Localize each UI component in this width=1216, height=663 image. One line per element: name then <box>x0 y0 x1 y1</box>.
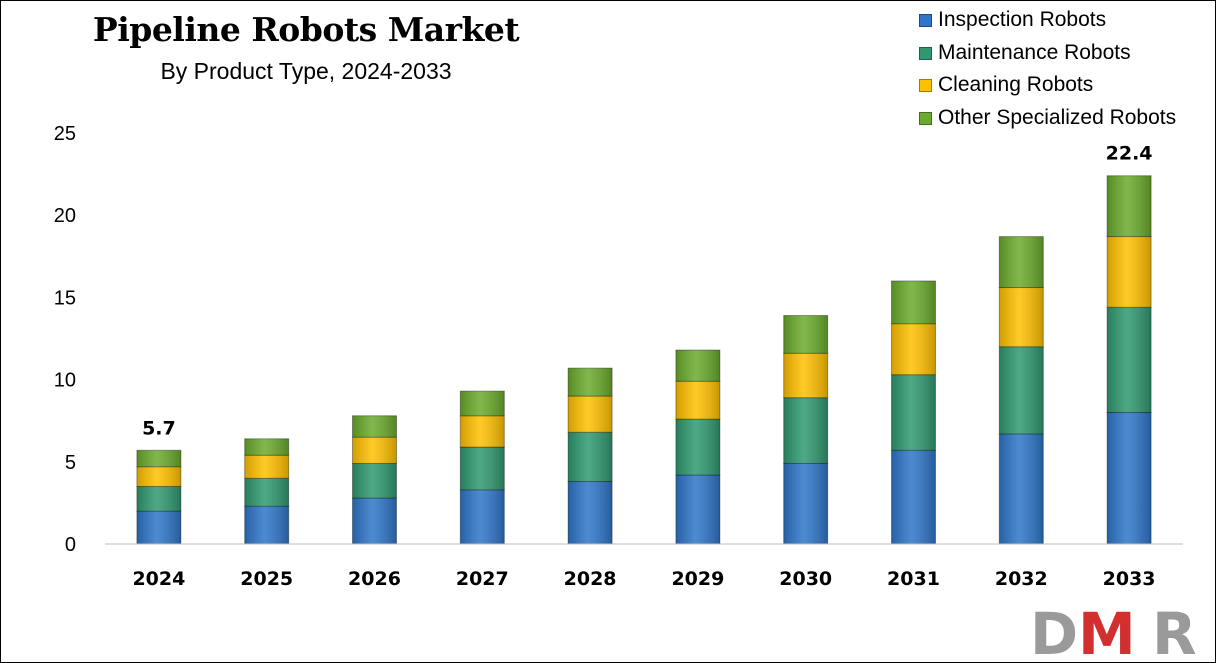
bar-segment-shading <box>999 346 1044 434</box>
chart-title: Pipeline Robots Market <box>92 10 520 49</box>
legend-item-cleaning: Cleaning Robots <box>916 71 1208 104</box>
x-tick-label: 2030 <box>779 568 832 590</box>
x-tick-label: 2025 <box>240 568 293 590</box>
legend-label-cleaning: Cleaning Robots <box>938 73 1094 96</box>
x-tick-label: 2028 <box>564 568 617 590</box>
bar-segment-shading <box>783 397 828 464</box>
bar-segment-shading <box>1107 236 1152 308</box>
y-tick-label: 5 <box>65 452 76 474</box>
legend-swatch-other <box>919 111 932 125</box>
legend-label-inspection: Inspection Robots <box>938 8 1107 31</box>
chart-subtitle: By Product Type, 2024-2033 <box>160 58 452 84</box>
x-tick-label: 2033 <box>1103 568 1156 590</box>
bar-segment-shading <box>244 438 289 456</box>
bar-segment-shading <box>891 280 936 324</box>
data-label-total: 5.7 <box>142 417 176 439</box>
y-tick-label: 15 <box>54 287 76 309</box>
bar-segment-shading <box>352 415 397 438</box>
bar-segment-shading <box>136 450 181 467</box>
bar-segment-shading <box>999 287 1044 347</box>
dmr-logo: D M R <box>1030 600 1197 660</box>
bar-segment-shading <box>891 374 936 451</box>
legend-label-other: Other Specialized Robots <box>938 105 1177 129</box>
bar-segment-shading <box>244 455 289 479</box>
bar-segment-shading <box>460 391 505 416</box>
y-axis: 0 5 10 15 20 25 <box>54 123 76 556</box>
bar-segment-shading <box>675 474 720 544</box>
x-tick-label: 2031 <box>887 568 940 590</box>
bar-segment-shading <box>460 489 505 544</box>
bar-segment-shading <box>136 511 181 544</box>
bar-segment-shading <box>136 466 181 487</box>
bar-segment-shading <box>460 447 505 490</box>
x-tick-label: 2024 <box>132 568 185 590</box>
bar-segment-shading <box>675 350 720 382</box>
bar-segment-shading <box>675 381 720 420</box>
bar-segment-shading <box>999 433 1044 544</box>
bar-segment-shading <box>244 506 289 544</box>
bar-segment-shading <box>783 315 828 354</box>
bar-segment-shading <box>1107 412 1152 544</box>
y-tick-label: 25 <box>54 123 76 145</box>
legend-label-maintenance: Maintenance Robots <box>938 40 1131 64</box>
bar-segment-shading <box>568 481 613 544</box>
bar-segment-shading <box>568 432 613 482</box>
logo-letter-m: M <box>1078 600 1136 660</box>
x-tick-label: 2027 <box>456 568 509 590</box>
chart-legend: Inspection Robots Maintenance Robots Cle… <box>916 6 1208 136</box>
x-axis-labels: 2024 2025 2026 2027 2028 2029 2030 2031 2032 2033 <box>132 568 1155 590</box>
legend-swatch-inspection <box>919 14 932 27</box>
legend-item-inspection: Inspection Robots <box>916 6 1208 39</box>
bar-segment-shading <box>244 478 289 507</box>
bar-segment-shading <box>999 236 1044 288</box>
bar-segment-shading <box>460 415 505 448</box>
bar-segment-shading <box>675 419 720 475</box>
bar-segment-shading <box>1107 307 1152 413</box>
x-tick-label: 2032 <box>995 568 1048 590</box>
legend-swatch-cleaning <box>919 79 932 92</box>
logo-letter-d: D <box>1030 600 1078 660</box>
data-label-total: 22.4 <box>1106 143 1153 165</box>
y-tick-label: 0 <box>65 534 76 556</box>
bar-segment-shading <box>891 323 936 375</box>
bar-segment-shading <box>568 368 613 397</box>
bar-segment-shading <box>136 486 181 512</box>
logo-letter-r: R <box>1152 600 1197 660</box>
bar-segment-shading <box>352 497 397 544</box>
bar-segment-shading <box>891 450 936 544</box>
bar-segment-shading <box>1107 175 1152 237</box>
legend-item-maintenance: Maintenance Robots <box>916 39 1208 72</box>
x-tick-label: 2029 <box>671 568 724 590</box>
bar-segment-shading <box>783 353 828 398</box>
bar-segment-shading <box>352 463 397 498</box>
legend-swatch-maintenance <box>919 46 932 60</box>
bar-segment-shading <box>568 396 613 433</box>
x-tick-label: 2026 <box>348 568 401 590</box>
bar-segment-shading <box>783 463 828 544</box>
legend-item-other: Other Specialized Robots <box>916 104 1208 137</box>
y-tick-label: 10 <box>54 370 76 392</box>
data-labels: 5.7 22.4 <box>142 143 1152 440</box>
bar-segment-shading <box>352 437 397 464</box>
bar-series-group <box>136 175 1152 545</box>
y-tick-label: 20 <box>54 205 76 227</box>
